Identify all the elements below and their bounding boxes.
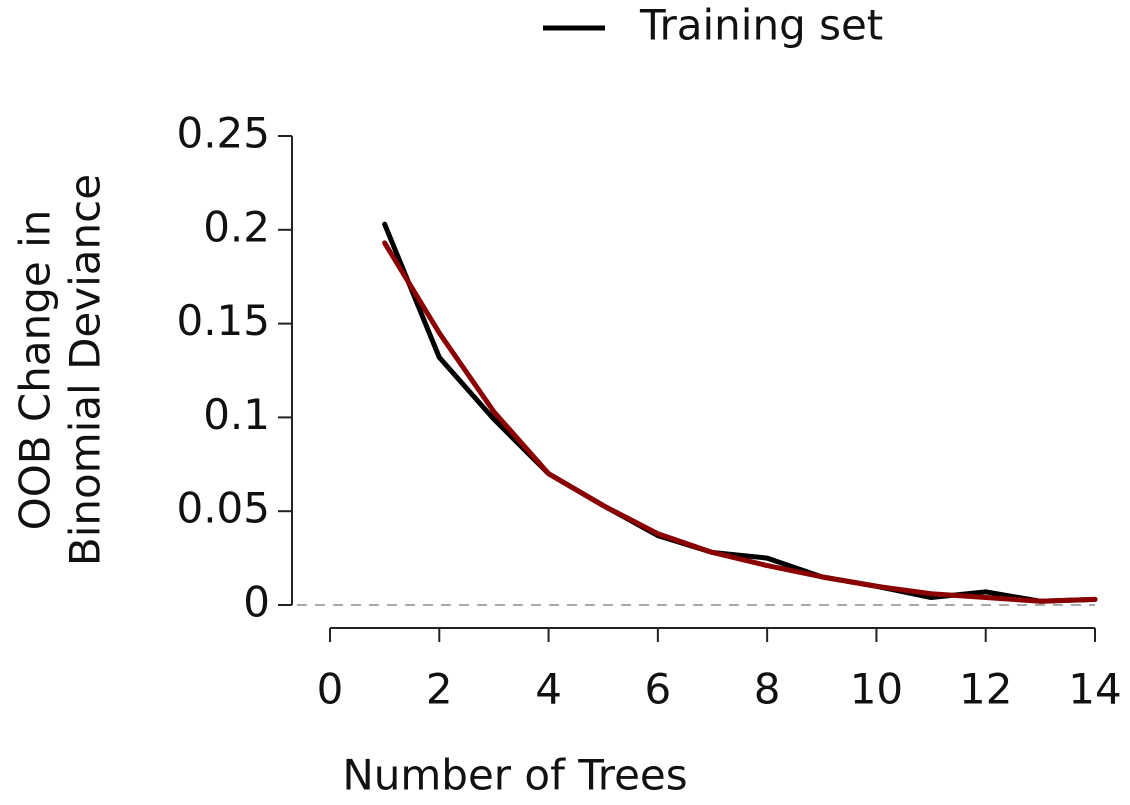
x-tick-label: 8 <box>754 665 781 714</box>
x-tick-label: 10 <box>850 665 903 714</box>
y-axis-label: Binomial Deviance <box>61 174 110 566</box>
x-tick-label: 6 <box>644 665 671 714</box>
y-axis-label: OOB Change in <box>11 210 60 531</box>
legend-label: Training set <box>639 1 883 50</box>
x-tick-label: 12 <box>959 665 1012 714</box>
y-tick-label: 0.15 <box>176 296 270 345</box>
series-line <box>382 240 1098 604</box>
x-tick-label: 4 <box>535 665 562 714</box>
y-tick-label: 0.2 <box>203 202 270 251</box>
x-tick-label: 2 <box>426 665 453 714</box>
y-tick-label: 0.05 <box>176 484 270 533</box>
x-tick-label: 14 <box>1068 665 1121 714</box>
x-tick-label: 0 <box>317 665 344 714</box>
y-tick-label: 0 <box>243 578 270 627</box>
y-tick-label: 0.1 <box>203 390 270 439</box>
series-line <box>382 221 1098 604</box>
y-tick-label: 0.25 <box>176 109 270 158</box>
x-axis-label: Number of Trees <box>342 751 687 800</box>
